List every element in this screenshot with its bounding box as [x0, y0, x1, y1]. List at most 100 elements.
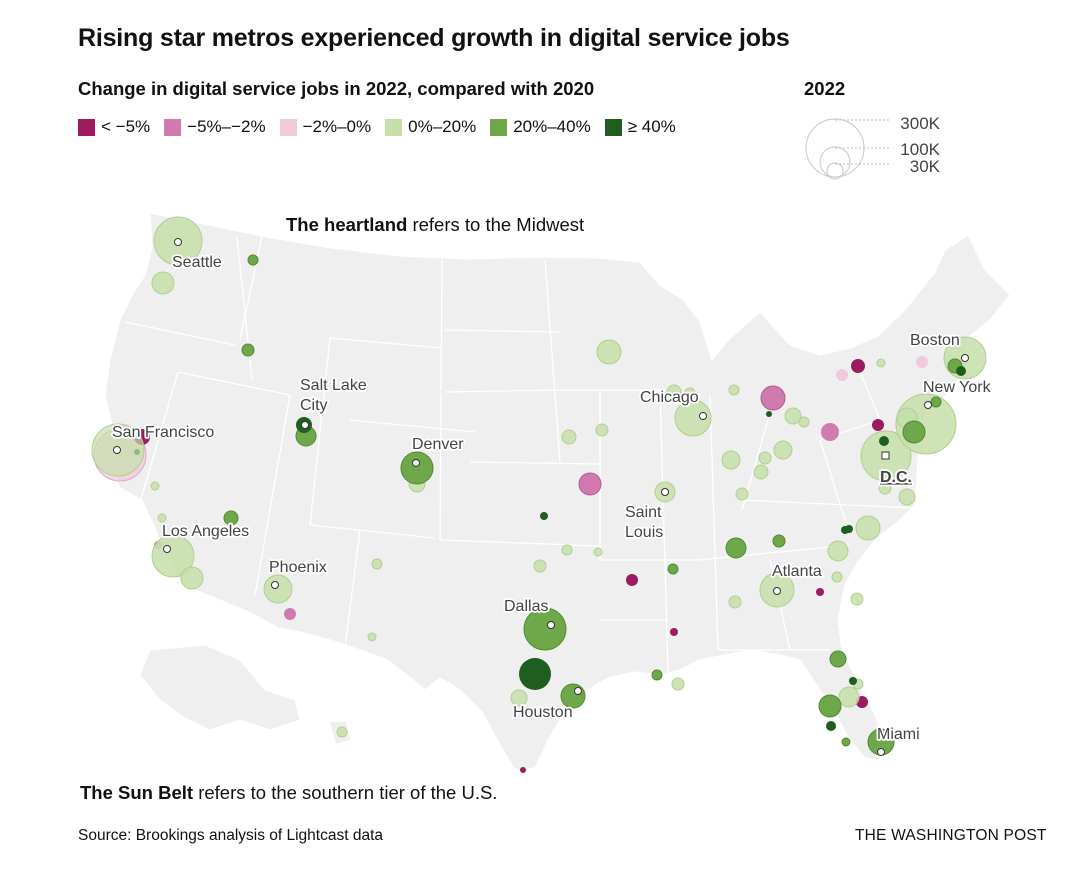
color-legend-heading: Change in digital service jobs in 2022, … — [78, 78, 595, 99]
metro-marker — [841, 737, 851, 747]
metro-marker — [876, 358, 886, 368]
legend-swatch — [78, 118, 95, 136]
metro-marker — [150, 481, 160, 491]
metro-marker — [595, 423, 609, 437]
metro-marker — [371, 558, 383, 570]
metro-marker-chicago — [674, 399, 712, 437]
metro-marker — [879, 436, 889, 446]
metro-marker-san-antonio — [519, 658, 551, 690]
metro-marker — [845, 525, 853, 533]
legend-swatch — [279, 118, 297, 136]
city-dot-sf — [113, 446, 121, 454]
us-landmass — [104, 212, 1011, 771]
metro-marker — [753, 464, 769, 480]
metro-marker — [850, 592, 864, 606]
metro-marker — [878, 481, 892, 495]
metro-marker — [772, 534, 786, 548]
metro-marker — [798, 416, 810, 428]
annotation-bold: The heartland — [286, 214, 408, 235]
city-label-saint: Saint — [625, 504, 662, 521]
metro-marker — [829, 650, 847, 668]
city-dot-dallas — [547, 621, 555, 629]
legend-swatch — [604, 118, 622, 136]
metro-marker — [773, 440, 793, 460]
legend-label: < −5% — [101, 117, 151, 136]
legend-label: 20%–40% — [513, 117, 591, 136]
city-dot-miami — [877, 748, 885, 756]
legend-swatch — [164, 118, 182, 136]
metro-marker — [728, 384, 740, 396]
metro-marker — [826, 721, 836, 731]
metro-marker — [838, 686, 860, 708]
markers-mid-green — [223, 254, 963, 756]
metro-marker — [180, 566, 204, 590]
city-dot-atlanta — [773, 587, 781, 595]
metro-marker — [872, 419, 884, 431]
legend-item-minus5-minus2: −5%–−2% — [164, 117, 266, 137]
city-label-salt-lake: Salt Lake — [300, 377, 367, 394]
size-label-100k: 100K — [900, 140, 940, 159]
city-dot-phoenix — [271, 581, 279, 589]
legend-label: −2%–0% — [302, 117, 372, 136]
alaska-shape — [139, 644, 301, 731]
metro-marker — [336, 726, 348, 738]
size-label-30k: 30K — [910, 157, 941, 176]
metro-marker — [520, 767, 526, 773]
metro-marker — [818, 694, 842, 718]
metro-marker — [898, 488, 916, 506]
city-dot-chicago — [699, 412, 707, 420]
metro-marker-dallas — [523, 607, 567, 651]
metro-marker — [671, 677, 685, 691]
metro-marker — [596, 339, 622, 365]
city-dot-slc — [301, 421, 309, 429]
metro-marker — [367, 632, 377, 642]
metro-marker — [930, 396, 942, 408]
metro-marker — [151, 271, 175, 295]
metro-marker — [725, 537, 747, 559]
metro-marker — [836, 369, 848, 381]
metro-marker — [735, 487, 749, 501]
city-label-boston: Boston — [910, 332, 960, 349]
metro-marker — [766, 411, 772, 417]
metro-marker — [728, 595, 742, 609]
annotation-bold: The Sun Belt — [80, 782, 194, 803]
source-note: Source: Brookings analysis of Lightcast … — [78, 827, 384, 844]
metro-marker — [510, 689, 528, 707]
metro-marker — [831, 571, 843, 583]
metro-marker — [666, 384, 682, 400]
annotation-text: refers to the southern tier of the U.S. — [193, 782, 498, 803]
city-dot-saint-louis — [661, 488, 669, 496]
legend-item-0-20: 0%–20% — [385, 117, 476, 137]
city-label-houston: Houston — [513, 704, 573, 721]
city-label-seattle: Seattle — [172, 254, 222, 271]
city-labels: Seattle Salt Lake City San Francisco Den… — [110, 252, 993, 745]
metro-marker — [593, 547, 603, 557]
metro-marker — [760, 385, 786, 411]
chart-title: Rising star metros experienced growth in… — [78, 24, 790, 52]
city-dots — [113, 238, 969, 756]
metro-marker — [916, 356, 928, 368]
legend-label: −5%–−2% — [187, 117, 266, 136]
size-legend: 300K 100K 30K — [805, 114, 941, 180]
size-legend-title: 2022 — [804, 78, 846, 99]
city-label-miami: Miami — [877, 726, 920, 743]
city-dot-houston — [574, 687, 582, 695]
metro-marker — [578, 472, 602, 496]
metro-marker — [247, 254, 259, 266]
metro-marker — [827, 540, 849, 562]
metro-marker — [284, 608, 296, 620]
legend-item-minus2-0: −2%–0% — [279, 117, 372, 137]
city-label-louis: Louis — [625, 524, 663, 541]
legend-item-lt-minus5: < −5% — [78, 117, 150, 137]
city-dot-seattle — [174, 238, 182, 246]
size-label-300k: 300K — [900, 114, 940, 133]
city-dot-dc — [881, 451, 890, 460]
city-dot-new-york — [924, 401, 932, 409]
metro-marker — [902, 420, 926, 444]
legend-item-20-40: 20%–40% — [490, 117, 591, 137]
markers-dark-green — [296, 366, 966, 731]
metro-marker — [855, 515, 881, 541]
city-label-dc: D.C. — [880, 469, 912, 486]
metro-marker — [533, 559, 547, 573]
